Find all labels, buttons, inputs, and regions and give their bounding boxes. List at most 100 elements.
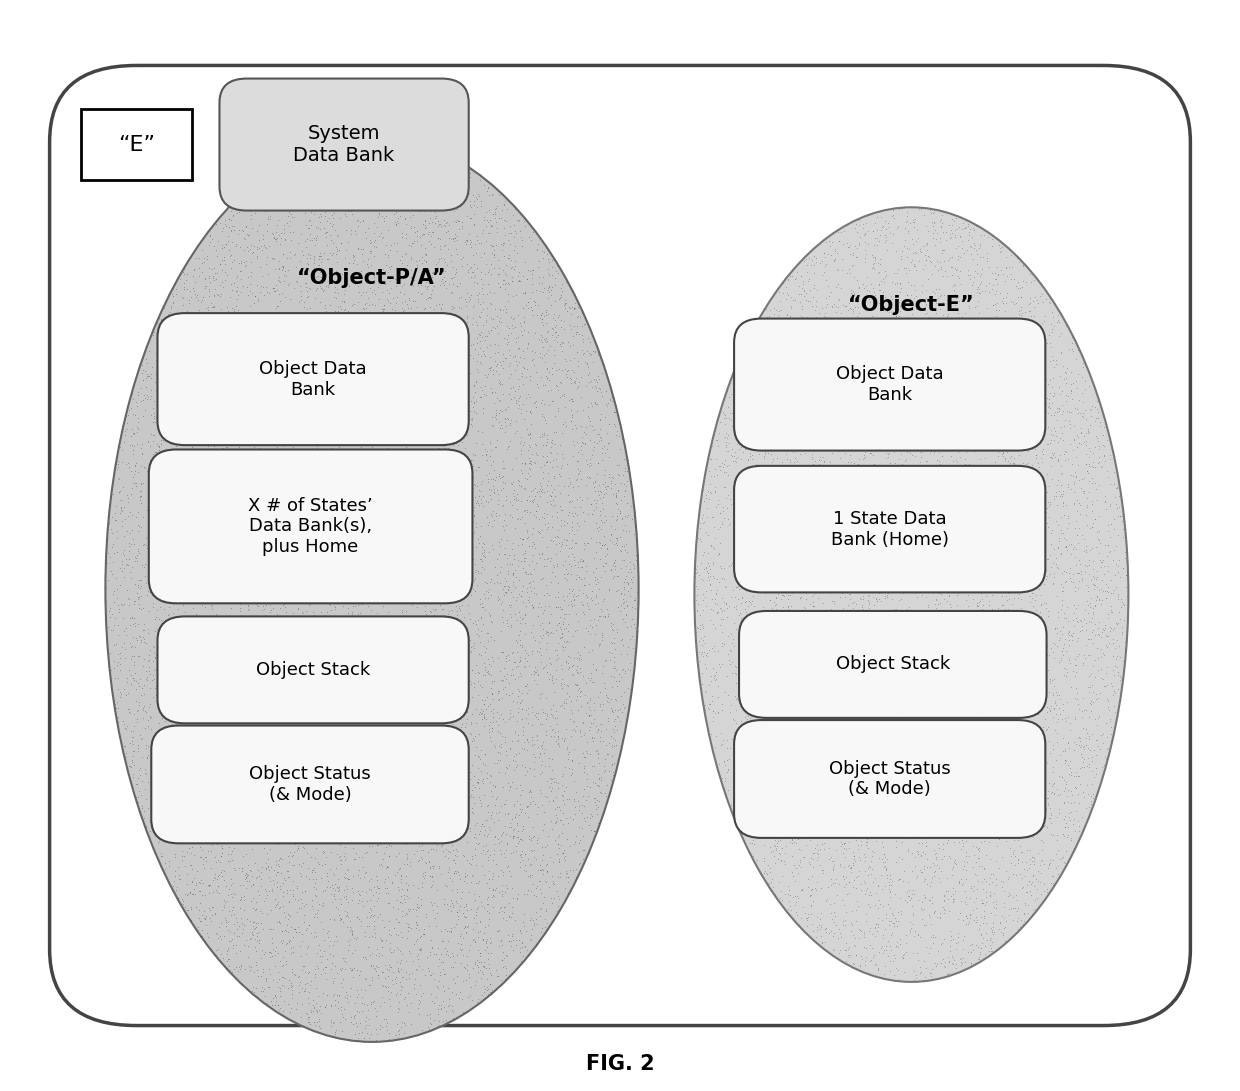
Point	[398, 141, 418, 158]
Point	[438, 997, 458, 1015]
Point	[253, 649, 273, 667]
Point	[358, 289, 378, 307]
Point	[425, 377, 445, 395]
Point	[544, 407, 564, 424]
Point	[972, 601, 992, 619]
Point	[887, 937, 906, 955]
Point	[579, 344, 599, 361]
Point	[198, 451, 218, 468]
Point	[456, 427, 476, 444]
Point	[828, 418, 848, 435]
Point	[428, 253, 448, 271]
Point	[215, 375, 234, 393]
Point	[226, 409, 246, 427]
Point	[900, 214, 920, 231]
Point	[181, 643, 201, 660]
Point	[1056, 662, 1076, 680]
Point	[234, 253, 254, 271]
Point	[1068, 632, 1087, 649]
Point	[109, 483, 129, 501]
Point	[1006, 639, 1025, 657]
Point	[825, 500, 844, 517]
Point	[936, 435, 956, 453]
Point	[257, 758, 277, 776]
Point	[1037, 561, 1056, 578]
Point	[759, 358, 779, 375]
Point	[203, 368, 223, 385]
Point	[434, 961, 454, 979]
Point	[751, 825, 771, 842]
Point	[315, 882, 335, 899]
Point	[242, 577, 262, 595]
Point	[799, 853, 818, 871]
Point	[433, 274, 453, 291]
Point	[804, 264, 823, 281]
Point	[264, 826, 284, 843]
Point	[992, 823, 1012, 840]
Point	[196, 277, 216, 295]
Point	[191, 528, 211, 546]
Point	[918, 875, 937, 892]
Point	[492, 885, 512, 902]
Point	[510, 921, 529, 938]
Point	[1047, 487, 1066, 504]
Point	[706, 431, 725, 448]
Point	[264, 987, 284, 1005]
Point	[745, 747, 765, 765]
Point	[763, 637, 782, 655]
Point	[878, 523, 898, 540]
Point	[828, 479, 848, 496]
Point	[1097, 516, 1117, 533]
Point	[857, 666, 877, 683]
Point	[456, 293, 476, 311]
Point	[367, 409, 387, 427]
Point	[379, 520, 399, 538]
Point	[466, 834, 486, 851]
Point	[428, 717, 448, 734]
Point	[377, 185, 397, 203]
Point	[418, 308, 438, 325]
Point	[247, 767, 267, 784]
Point	[517, 741, 537, 758]
Point	[733, 421, 753, 439]
Point	[936, 496, 956, 514]
Point	[441, 601, 461, 619]
Point	[506, 224, 526, 241]
Point	[522, 491, 542, 508]
Point	[857, 763, 877, 780]
Point	[210, 379, 229, 396]
Point	[246, 900, 265, 918]
Point	[391, 505, 410, 523]
Point	[1021, 432, 1040, 449]
Point	[206, 740, 226, 757]
Point	[216, 800, 236, 817]
Point	[513, 530, 533, 548]
Point	[326, 541, 346, 559]
Point	[706, 483, 725, 501]
Point	[160, 645, 180, 662]
Point	[1054, 635, 1074, 652]
Point	[1066, 802, 1086, 819]
Point	[491, 861, 511, 878]
Point	[325, 397, 345, 415]
Point	[1094, 756, 1114, 774]
Point	[1080, 541, 1100, 559]
Point	[905, 280, 925, 298]
Point	[490, 419, 510, 436]
Point	[295, 882, 315, 899]
Point	[991, 803, 1011, 820]
Point	[789, 791, 808, 808]
Point	[210, 373, 229, 391]
Point	[272, 322, 291, 339]
Point	[820, 611, 839, 628]
Point	[1080, 695, 1100, 712]
Point	[604, 553, 624, 571]
Point	[222, 423, 242, 441]
Point	[918, 323, 937, 340]
Point	[161, 343, 181, 360]
Point	[951, 696, 971, 714]
Point	[734, 695, 754, 712]
Point	[1009, 584, 1029, 601]
Point	[135, 362, 155, 380]
Point	[892, 559, 911, 576]
